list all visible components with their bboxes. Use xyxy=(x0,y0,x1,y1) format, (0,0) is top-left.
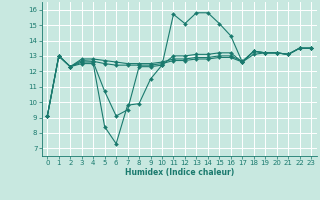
X-axis label: Humidex (Indice chaleur): Humidex (Indice chaleur) xyxy=(124,168,234,177)
